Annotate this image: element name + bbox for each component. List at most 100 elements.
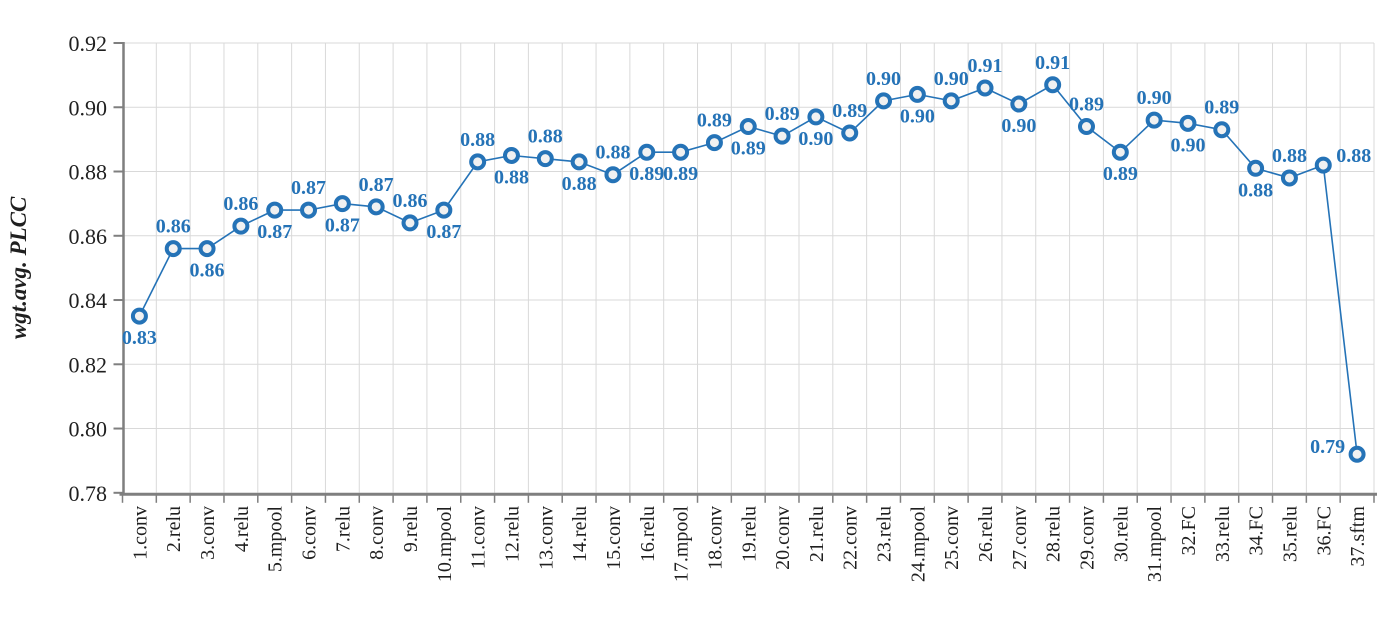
y-tick-label: 0.90 bbox=[69, 95, 108, 120]
data-point-label: 0.88 bbox=[562, 173, 597, 195]
data-point-marker bbox=[1044, 76, 1062, 94]
x-tick-label: 21.relu bbox=[806, 506, 828, 562]
data-point-marker bbox=[536, 150, 554, 168]
data-point-label: 0.90 bbox=[1170, 134, 1205, 156]
data-point-label: 0.89 bbox=[629, 163, 664, 185]
data-point-marker bbox=[672, 143, 690, 161]
data-point-marker bbox=[638, 143, 656, 161]
y-tick-label: 0.88 bbox=[69, 160, 108, 185]
x-tick-labels: 1.conv 2.relu 3.conv 4.relu 5.mpool 6.conv 7.r… bbox=[129, 506, 1369, 583]
data-point-label: 0.87 bbox=[257, 221, 292, 243]
data-point-marker bbox=[604, 166, 622, 184]
data-point-label: 0.88 bbox=[494, 166, 529, 188]
x-tick-label: 4.relu bbox=[231, 506, 253, 552]
x-tick-label: 5.mpool bbox=[265, 506, 287, 573]
data-point-label: 0.89 bbox=[697, 110, 732, 132]
data-point-label: 0.90 bbox=[866, 68, 901, 90]
data-point-marker bbox=[1280, 169, 1298, 187]
x-tick-label: 29.conv bbox=[1076, 506, 1098, 570]
data-point-label: 0.88 bbox=[528, 126, 563, 148]
data-points bbox=[130, 76, 1366, 463]
data-point-marker bbox=[570, 153, 588, 171]
y-axis-title: wgt.avg. PLCC bbox=[6, 196, 31, 339]
data-point-marker bbox=[333, 195, 351, 213]
data-point-label: 0.90 bbox=[798, 128, 833, 150]
data-point-marker bbox=[130, 307, 148, 325]
x-tick-label: 26.relu bbox=[975, 506, 997, 562]
y-tick-label: 0.80 bbox=[69, 417, 108, 442]
axes bbox=[119, 42, 1377, 496]
x-tick-label: 23.relu bbox=[874, 506, 896, 562]
x-tick-label: 37.sftm bbox=[1347, 506, 1369, 567]
x-tick-label: 28.relu bbox=[1043, 506, 1065, 562]
x-tick-label: 6.conv bbox=[299, 506, 321, 560]
data-point-marker bbox=[1179, 114, 1197, 132]
data-point-label: 0.88 bbox=[460, 129, 495, 151]
x-tick-label: 3.conv bbox=[197, 506, 219, 560]
data-point-label: 0.88 bbox=[1336, 145, 1371, 167]
x-tick-label: 30.relu bbox=[1110, 506, 1132, 562]
x-tick-label: 8.conv bbox=[366, 506, 388, 560]
x-tick-label: 33.relu bbox=[1212, 506, 1234, 562]
data-point-label: 0.89 bbox=[1069, 94, 1104, 116]
data-point-label: 0.90 bbox=[900, 105, 935, 127]
y-tick-label: 0.78 bbox=[69, 481, 108, 506]
data-point-label: 0.89 bbox=[832, 100, 867, 122]
x-tick-label: 12.relu bbox=[501, 506, 523, 562]
data-point-label: 0.88 bbox=[1272, 145, 1307, 167]
data-point-marker bbox=[908, 85, 926, 103]
data-point-marker bbox=[739, 118, 757, 136]
data-point-label: 0.79 bbox=[1310, 436, 1345, 458]
data-point-label: 0.87 bbox=[291, 177, 326, 199]
data-point-label: 0.91 bbox=[968, 55, 1003, 77]
x-tick-label: 34.FC bbox=[1246, 506, 1268, 555]
x-tick-label: 11.conv bbox=[468, 506, 490, 569]
x-tick-label: 13.conv bbox=[535, 506, 557, 570]
data-point-marker bbox=[942, 92, 960, 110]
x-tick-label: 16.relu bbox=[637, 506, 659, 562]
data-point-marker bbox=[198, 240, 216, 258]
x-tick-label: 10.mpool bbox=[434, 506, 456, 583]
grid-lines bbox=[122, 42, 1375, 493]
data-point-marker bbox=[807, 108, 825, 126]
data-point-label: 0.89 bbox=[731, 138, 766, 160]
x-tick-label: 22.conv bbox=[840, 506, 862, 570]
x-tick-label: 18.conv bbox=[704, 506, 726, 570]
data-point-label: 0.90 bbox=[1137, 87, 1172, 109]
data-point-marker bbox=[266, 201, 284, 219]
data-point-marker bbox=[875, 92, 893, 110]
x-tick-label: 20.conv bbox=[772, 506, 794, 570]
data-point-label: 0.86 bbox=[223, 193, 258, 215]
data-point-marker bbox=[502, 146, 520, 164]
data-point-marker bbox=[401, 214, 419, 232]
x-tick-label: 36.FC bbox=[1313, 506, 1335, 555]
x-tick-label: 2.relu bbox=[163, 506, 185, 552]
data-point-marker bbox=[1247, 159, 1265, 177]
y-tick-label: 0.92 bbox=[69, 31, 108, 56]
data-point-marker bbox=[773, 127, 791, 145]
data-point-label: 0.91 bbox=[1035, 52, 1070, 74]
data-point-label: 0.89 bbox=[765, 103, 800, 125]
data-point-label: 0.90 bbox=[934, 68, 969, 90]
x-tick-label: 27.conv bbox=[1009, 506, 1031, 570]
data-point-marker bbox=[841, 124, 859, 142]
y-tick-label: 0.84 bbox=[69, 288, 108, 313]
data-point-marker bbox=[1111, 143, 1129, 161]
x-tick-label: 35.relu bbox=[1279, 506, 1301, 562]
data-point-label: 0.87 bbox=[426, 221, 461, 243]
data-point-label: 0.90 bbox=[1001, 115, 1036, 137]
x-tick-label: 32.FC bbox=[1178, 506, 1200, 555]
data-point-label: 0.89 bbox=[1103, 163, 1138, 185]
x-tick-label: 19.relu bbox=[738, 506, 760, 562]
x-tick-label: 9.relu bbox=[400, 506, 422, 552]
data-point-marker bbox=[1348, 445, 1366, 463]
x-tick-label: 24.mpool bbox=[907, 506, 929, 583]
y-tick-label: 0.82 bbox=[69, 352, 108, 377]
x-tick-label: 31.mpool bbox=[1144, 506, 1166, 583]
data-point-label: 0.88 bbox=[595, 142, 630, 164]
data-point-label: 0.87 bbox=[359, 174, 394, 196]
tick-marks bbox=[113, 42, 1375, 503]
data-point-marker bbox=[435, 201, 453, 219]
data-point-marker bbox=[1213, 121, 1231, 139]
